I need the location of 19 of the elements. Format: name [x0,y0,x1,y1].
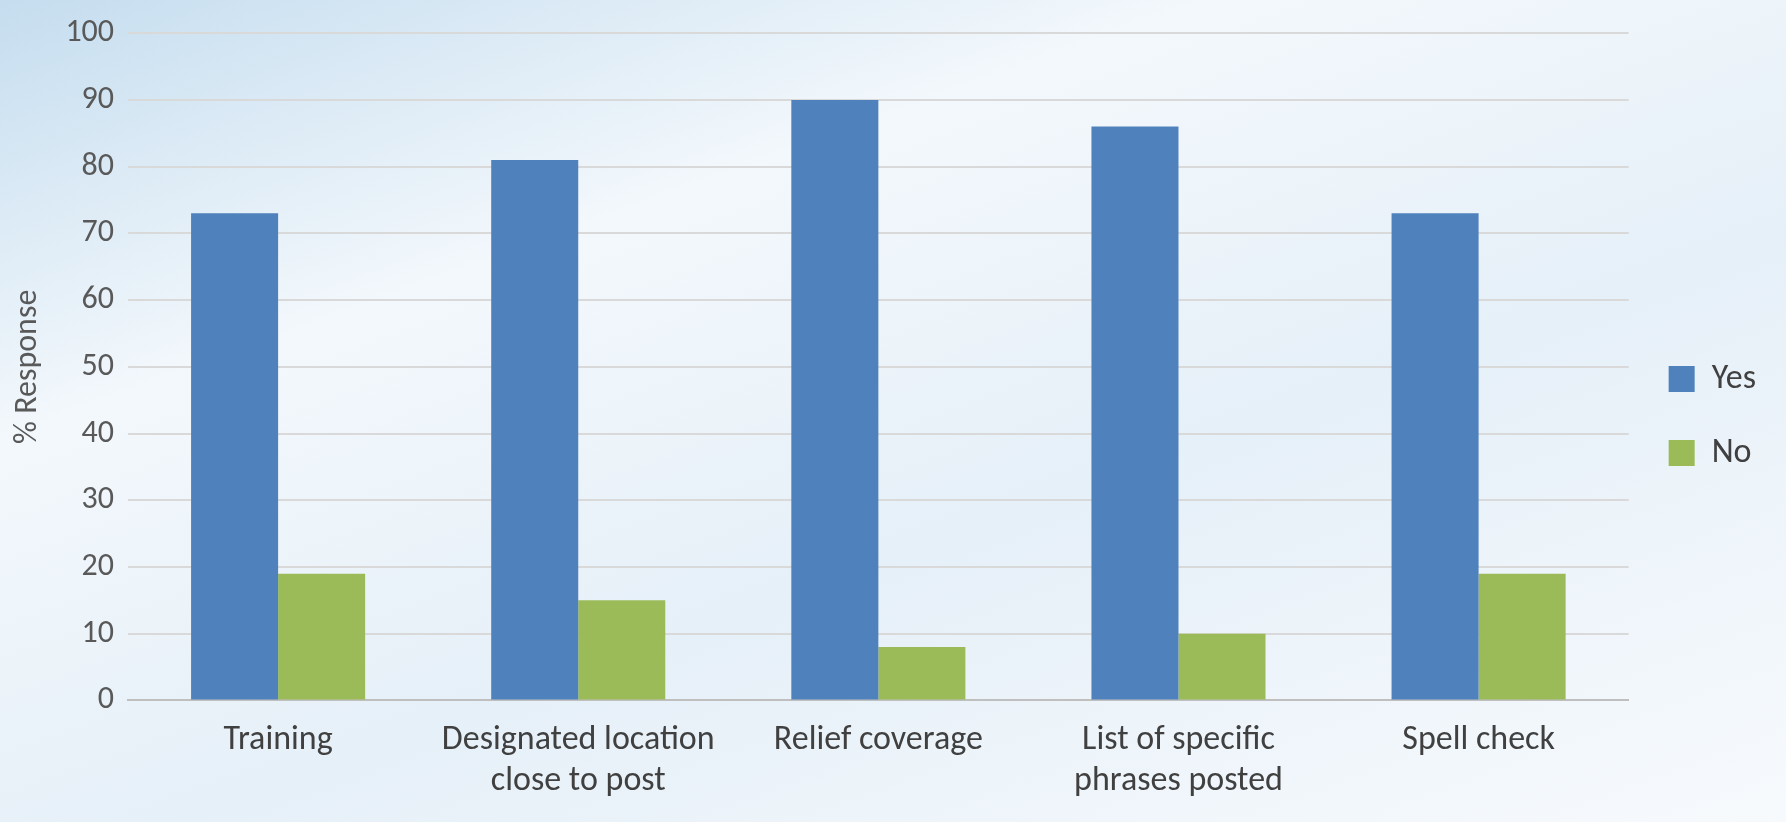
x-tick-label: Spell check [1402,717,1556,759]
y-tick-label: 20 [81,544,115,584]
y-tick-label: 100 [65,11,115,51]
y-tick-label: 90 [81,77,115,117]
y-axis-title: % Response [6,289,46,444]
legend-label: Yes [1711,355,1756,397]
y-tick-label: 0 [97,678,115,718]
x-tick-label: Designated location close to post [441,717,715,800]
legend-label: No [1711,429,1752,471]
y-tick-label: 40 [81,411,115,451]
y-tick-label: 50 [81,344,115,384]
x-tick-label: List of specific phrases posted [1074,717,1283,800]
y-tick-label: 80 [81,144,115,184]
y-tick-label: 30 [81,478,115,518]
y-tick-label: 60 [81,278,115,318]
x-tick-label: Relief coverage [773,717,983,759]
y-tick-label: 70 [81,211,115,251]
x-tick-label: Training [223,717,333,759]
y-tick-label: 10 [81,611,115,651]
